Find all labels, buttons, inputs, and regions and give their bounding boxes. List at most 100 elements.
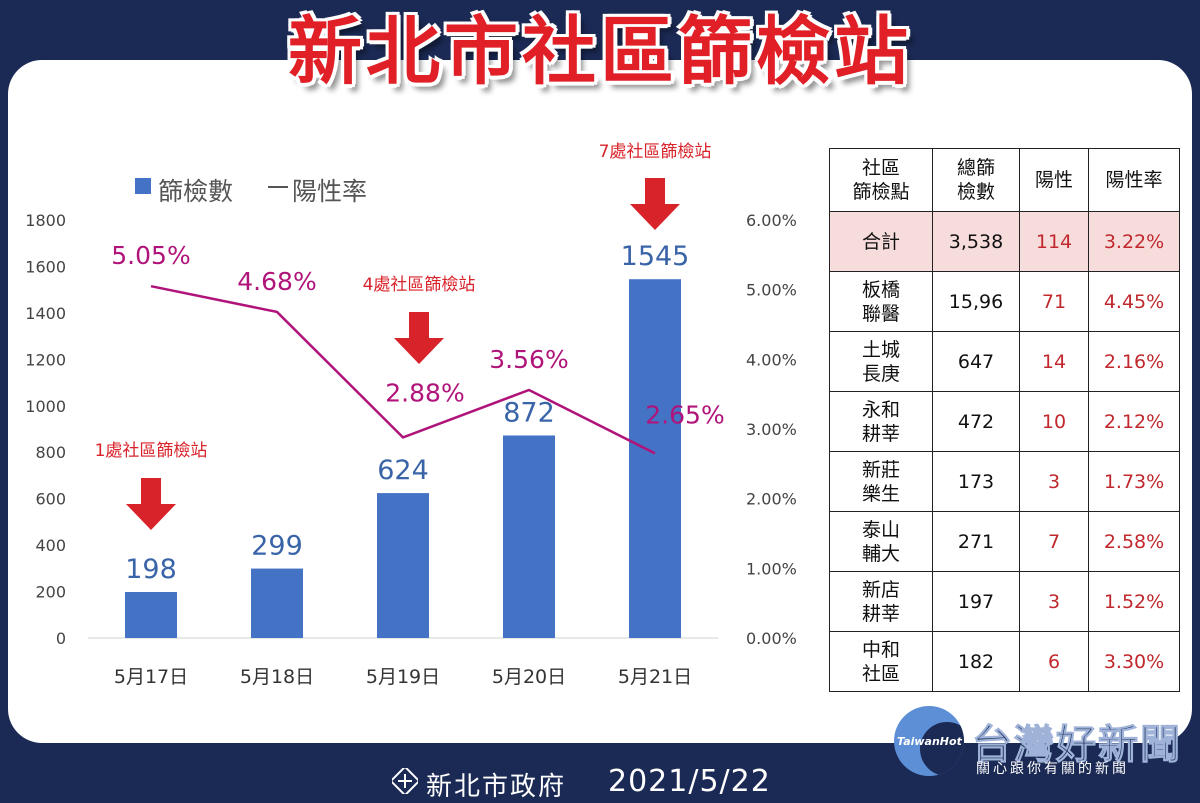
y-left-tick-label: 200 xyxy=(35,583,66,602)
page-title: 新北市社區篩檢站 xyxy=(288,9,912,95)
bar-value-label: 624 xyxy=(377,455,429,486)
cell-positive: 3 xyxy=(1019,451,1089,512)
cell-site: 永和 耕莘 xyxy=(829,391,933,452)
y-left-tick-label: 0 xyxy=(56,629,66,648)
cell-rate: 2.58% xyxy=(1088,511,1180,572)
cell-positive: 3 xyxy=(1019,571,1089,632)
cell-rate: 3.22% xyxy=(1088,211,1180,272)
cell-site: 泰山 輔大 xyxy=(829,511,933,572)
y-right-tick-label: 1.00% xyxy=(746,559,797,578)
line-value-label: 5.05% xyxy=(111,241,190,270)
y-right-tick-label: 3.00% xyxy=(746,420,797,439)
x-tick-label: 5月20日 xyxy=(492,666,566,688)
cell-rate: 1.52% xyxy=(1088,571,1180,632)
cell-positive: 10 xyxy=(1019,391,1089,452)
y-right-tick-label: 2.00% xyxy=(746,490,797,509)
cell-rate: 4.45% xyxy=(1088,271,1180,332)
y-left-tick-label: 1400 xyxy=(25,304,66,323)
cell-rate: 1.73% xyxy=(1088,451,1180,512)
x-tick-label: 5月19日 xyxy=(366,666,440,688)
header-positive: 陽性 xyxy=(1019,148,1089,212)
header-rate: 陽性率 xyxy=(1088,148,1180,212)
cell-total: 647 xyxy=(932,331,1020,392)
cell-site: 中和 社區 xyxy=(829,631,933,692)
y-right-tick-label: 0.00% xyxy=(746,629,797,648)
combo-chart: 0 200 400 600 800 1000 1200 1400 1600 1800 0.00% 1.… xyxy=(25,142,797,688)
arrow-down-icon xyxy=(126,478,176,530)
line-value-label: 2.65% xyxy=(645,400,724,429)
screening-table: 社區 篩檢點 總篩 檢數 陽性 陽性率 合計 3,538 114 3.22% 板橋 聯醫… xyxy=(829,148,1180,692)
watermark-brand: TaiwanHot xyxy=(897,735,962,748)
watermark-tagline: 關心跟你有關的新聞 xyxy=(976,761,1129,777)
bar-value-label: 299 xyxy=(251,531,303,562)
table-row: 中和 社區 182 6 3.30% xyxy=(829,631,1180,692)
legend-bar-swatch xyxy=(135,178,151,194)
table-row: 土城 長庚 647 14 2.16% xyxy=(829,331,1180,392)
x-tick-label: 5月18日 xyxy=(240,666,314,688)
cell-site: 新莊 樂生 xyxy=(829,451,933,512)
cell-total: 197 xyxy=(932,571,1020,632)
y-right-tick-label: 6.00% xyxy=(746,211,797,230)
cell-total: 3,538 xyxy=(932,211,1020,272)
line-value-label: 3.56% xyxy=(489,345,568,374)
bar-value-label: 872 xyxy=(503,398,555,429)
y-right-tick-label: 5.00% xyxy=(746,281,797,300)
cell-total: 173 xyxy=(932,451,1020,512)
cell-total: 472 xyxy=(932,391,1020,452)
annotation-label: 7處社區篩檢站 xyxy=(599,142,712,162)
y-right-tick-label: 4.00% xyxy=(746,350,797,369)
cell-positive: 6 xyxy=(1019,631,1089,692)
cell-positive: 14 xyxy=(1019,331,1089,392)
cell-site: 土城 長庚 xyxy=(829,331,933,392)
cell-total: 182 xyxy=(932,631,1020,692)
ntpc-logo-icon xyxy=(392,768,418,794)
bar-value-label: 1545 xyxy=(621,241,690,272)
cell-positive: 114 xyxy=(1019,211,1089,272)
y-left-tick-label: 1800 xyxy=(25,211,66,230)
line-value-label: 4.68% xyxy=(237,267,316,296)
bar xyxy=(503,435,555,638)
header-site: 社區 篩檢點 xyxy=(829,148,933,212)
watermark-logo-icon xyxy=(894,706,964,776)
legend-bar-label: 篩檢數 xyxy=(158,177,233,206)
annotation-label: 4處社區篩檢站 xyxy=(363,275,476,295)
x-tick-label: 5月17日 xyxy=(114,666,188,688)
footer-org: 新北市政府 xyxy=(426,772,567,802)
y-left-tick-label: 600 xyxy=(35,490,66,509)
bar xyxy=(251,568,303,638)
cell-rate: 2.12% xyxy=(1088,391,1180,452)
table-row: 新店 耕莘 197 3 1.52% xyxy=(829,571,1180,632)
table-row: 永和 耕莘 472 10 2.12% xyxy=(829,391,1180,452)
cell-total: 15,96 xyxy=(932,271,1020,332)
arrow-down-icon xyxy=(394,312,444,364)
cell-positive: 7 xyxy=(1019,511,1089,572)
cell-site: 合計 xyxy=(829,211,933,272)
header-total: 總篩 檢數 xyxy=(932,148,1020,212)
line-value-label: 2.88% xyxy=(385,378,464,407)
y-left-tick-label: 1000 xyxy=(25,397,66,416)
arrow-down-icon xyxy=(630,178,680,230)
y-left-tick-label: 800 xyxy=(35,443,66,462)
bar xyxy=(629,279,681,638)
cell-rate: 3.30% xyxy=(1088,631,1180,692)
x-tick-label: 5月21日 xyxy=(618,666,692,688)
y-left-tick-label: 1600 xyxy=(25,257,66,276)
table-row: 合計 3,538 114 3.22% xyxy=(829,211,1180,272)
watermark-name: 台灣好新聞 xyxy=(972,722,1182,769)
y-left-tick-label: 1200 xyxy=(25,350,66,369)
bar xyxy=(125,592,177,638)
table-header-row: 社區 篩檢點 總篩 檢數 陽性 陽性率 xyxy=(829,148,1180,212)
line-series-rate xyxy=(150,284,656,455)
legend-line-label: 陽性率 xyxy=(292,177,367,206)
footer-date: 2021/5/22 xyxy=(608,764,771,799)
y-left-tick-label: 400 xyxy=(35,536,66,555)
annotation-label: 1處社區篩檢站 xyxy=(95,441,208,461)
cell-rate: 2.16% xyxy=(1088,331,1180,392)
cell-site: 板橋 聯醫 xyxy=(829,271,933,332)
cell-positive: 71 xyxy=(1019,271,1089,332)
bar-value-label: 198 xyxy=(125,554,177,585)
table-row: 泰山 輔大 271 7 2.58% xyxy=(829,511,1180,572)
cell-site: 新店 耕莘 xyxy=(829,571,933,632)
table-row: 新莊 樂生 173 3 1.73% xyxy=(829,451,1180,512)
table-row: 板橋 聯醫 15,96 71 4.45% xyxy=(829,271,1180,332)
